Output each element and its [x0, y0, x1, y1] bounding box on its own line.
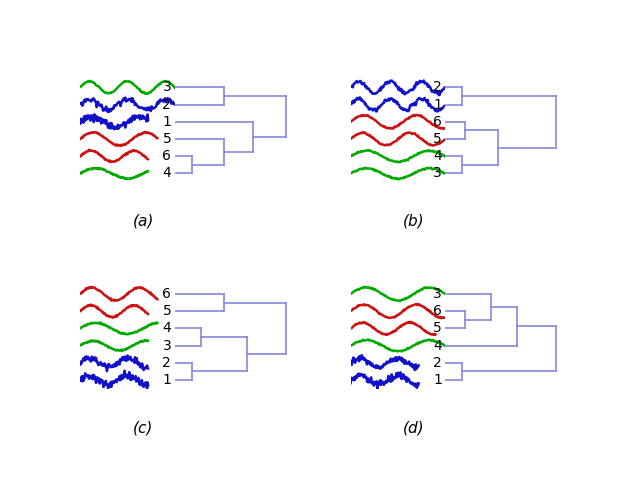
Text: 4: 4: [163, 321, 172, 336]
Text: 3: 3: [433, 287, 442, 301]
Text: (a): (a): [132, 214, 154, 229]
Text: 3: 3: [163, 338, 172, 353]
Text: 4: 4: [433, 338, 442, 353]
Text: 1: 1: [163, 373, 172, 387]
Text: 1: 1: [433, 373, 442, 387]
Text: (b): (b): [403, 214, 424, 229]
Text: 3: 3: [163, 80, 172, 94]
Text: 6: 6: [433, 115, 442, 129]
Text: 4: 4: [433, 149, 442, 163]
Text: 5: 5: [433, 321, 442, 336]
Text: (d): (d): [403, 421, 424, 435]
Text: 4: 4: [163, 166, 172, 181]
Text: 2: 2: [433, 356, 442, 370]
Text: 6: 6: [163, 149, 172, 163]
Text: 2: 2: [163, 356, 172, 370]
Text: 6: 6: [433, 304, 442, 318]
Text: 3: 3: [433, 166, 442, 181]
Text: 2: 2: [163, 97, 172, 112]
Text: 5: 5: [433, 132, 442, 146]
Text: 2: 2: [433, 80, 442, 94]
Text: 1: 1: [433, 97, 442, 112]
Text: 6: 6: [163, 287, 172, 301]
Text: 5: 5: [163, 304, 172, 318]
Text: (c): (c): [133, 421, 154, 435]
Text: 1: 1: [163, 115, 172, 129]
Text: 5: 5: [163, 132, 172, 146]
